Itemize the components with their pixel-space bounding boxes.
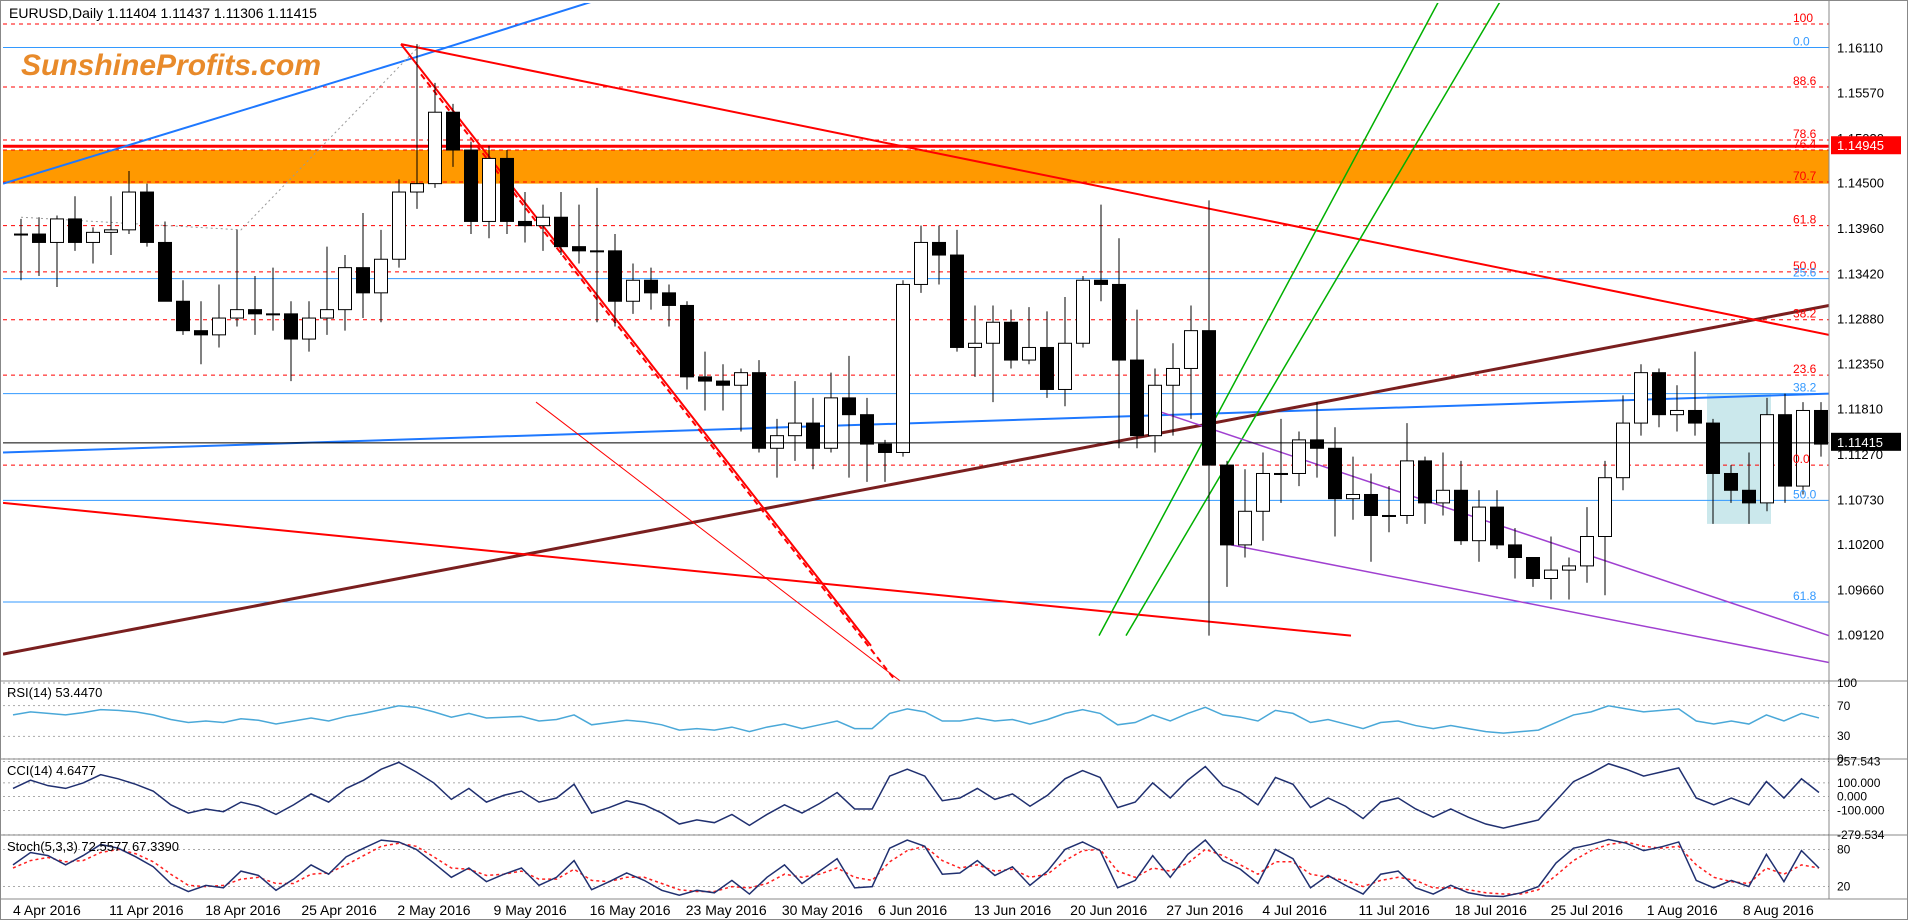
svg-text:1.11810: 1.11810 — [1837, 402, 1883, 417]
svg-text:30: 30 — [1837, 729, 1851, 743]
svg-text:1.14500: 1.14500 — [1837, 176, 1884, 191]
svg-text:76.4: 76.4 — [1793, 137, 1817, 151]
svg-text:4 Jul 2016: 4 Jul 2016 — [1262, 902, 1327, 918]
svg-text:CCI(14) 4.6477: CCI(14) 4.6477 — [7, 763, 96, 778]
chart-container: EURUSD,Daily 1.11404 1.11437 1.11306 1.1… — [0, 0, 1908, 920]
svg-text:1.16110: 1.16110 — [1837, 40, 1883, 55]
svg-text:1.13420: 1.13420 — [1837, 266, 1884, 281]
svg-text:18 Jul 2016: 18 Jul 2016 — [1455, 902, 1528, 918]
svg-text:257.543: 257.543 — [1837, 754, 1881, 768]
svg-text:RSI(14) 53.4470: RSI(14) 53.4470 — [7, 685, 102, 700]
svg-text:38.2: 38.2 — [1793, 381, 1817, 395]
chart-svg: 1.161101.155701.150301.145001.139601.134… — [1, 1, 1908, 921]
svg-text:11 Jul 2016: 11 Jul 2016 — [1358, 902, 1430, 918]
svg-text:38.2: 38.2 — [1793, 307, 1817, 321]
ohlc-label: 1.11404 1.11437 1.11306 1.11415 — [107, 5, 317, 21]
svg-text:1.11415: 1.11415 — [1837, 435, 1883, 450]
svg-text:1.09660: 1.09660 — [1837, 582, 1884, 597]
svg-text:9 May 2016: 9 May 2016 — [494, 902, 567, 918]
svg-text:1.10200: 1.10200 — [1837, 537, 1884, 552]
svg-text:6 Jun 2016: 6 Jun 2016 — [878, 902, 947, 918]
svg-text:1.10730: 1.10730 — [1837, 492, 1884, 507]
svg-text:25 Apr 2016: 25 Apr 2016 — [301, 902, 377, 918]
svg-text:11 Apr 2016: 11 Apr 2016 — [109, 902, 184, 918]
chart-header: EURUSD,Daily 1.11404 1.11437 1.11306 1.1… — [9, 5, 317, 21]
svg-text:13 Jun 2016: 13 Jun 2016 — [974, 902, 1051, 918]
svg-text:20 Jun 2016: 20 Jun 2016 — [1070, 902, 1147, 918]
svg-text:20: 20 — [1837, 880, 1851, 894]
svg-text:1.09120: 1.09120 — [1837, 628, 1884, 643]
svg-text:25 Jul 2016: 25 Jul 2016 — [1551, 902, 1624, 918]
svg-text:16 May 2016: 16 May 2016 — [590, 902, 671, 918]
svg-text:88.6: 88.6 — [1793, 74, 1817, 88]
svg-text:18 Apr 2016: 18 Apr 2016 — [205, 902, 281, 918]
svg-text:70.7: 70.7 — [1793, 169, 1817, 183]
svg-text:100: 100 — [1793, 11, 1813, 25]
watermark: SunshineProfits.com — [21, 49, 321, 83]
svg-text:Stoch(5,3,3) 72.5577 67.3390: Stoch(5,3,3) 72.5577 67.3390 — [7, 839, 179, 854]
svg-text:0.0: 0.0 — [1793, 452, 1810, 466]
svg-text:25.6: 25.6 — [1793, 266, 1817, 280]
svg-text:-100.000: -100.000 — [1837, 803, 1885, 817]
svg-text:23.6: 23.6 — [1793, 362, 1817, 376]
svg-text:1.12880: 1.12880 — [1837, 312, 1884, 327]
svg-text:61.8: 61.8 — [1793, 589, 1817, 603]
svg-text:2 May 2016: 2 May 2016 — [397, 902, 470, 918]
svg-text:1.15570: 1.15570 — [1837, 86, 1884, 101]
svg-text:4 Apr 2016: 4 Apr 2016 — [13, 902, 81, 918]
svg-text:1 Aug 2016: 1 Aug 2016 — [1647, 902, 1718, 918]
svg-text:-279.534: -279.534 — [1837, 828, 1885, 842]
svg-text:0.000: 0.000 — [1837, 790, 1867, 804]
svg-text:1.12350: 1.12350 — [1837, 356, 1884, 371]
svg-text:100: 100 — [1837, 676, 1857, 690]
svg-text:50.0: 50.0 — [1793, 487, 1817, 501]
svg-text:0.0: 0.0 — [1793, 35, 1810, 49]
svg-text:70: 70 — [1837, 699, 1851, 713]
svg-text:1.14945: 1.14945 — [1837, 138, 1884, 153]
svg-text:30 May 2016: 30 May 2016 — [782, 902, 863, 918]
svg-text:23 May 2016: 23 May 2016 — [686, 902, 767, 918]
symbol-label: EURUSD,Daily — [9, 5, 103, 21]
svg-text:61.8: 61.8 — [1793, 213, 1817, 227]
svg-text:8 Aug 2016: 8 Aug 2016 — [1743, 902, 1814, 918]
svg-text:100.000: 100.000 — [1837, 776, 1881, 790]
svg-text:1.13960: 1.13960 — [1837, 221, 1884, 236]
svg-text:80: 80 — [1837, 842, 1851, 856]
svg-text:27 Jun 2016: 27 Jun 2016 — [1166, 902, 1243, 918]
